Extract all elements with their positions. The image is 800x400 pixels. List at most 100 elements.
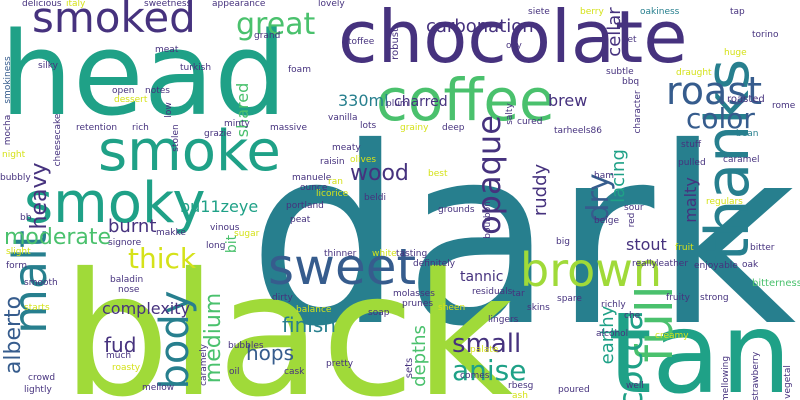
word-baladin: baladin [110, 275, 143, 285]
word-ounce: ounce [300, 183, 328, 193]
word-thick: thick [128, 242, 197, 275]
word-oak: oak [742, 260, 759, 270]
word-robust: robust [390, 28, 401, 60]
word-best: best [428, 169, 448, 179]
word-charred: charred [394, 94, 448, 110]
word-skins: skins [527, 303, 550, 313]
word-brown: brown [520, 243, 662, 297]
word-chocolate: chocolate [338, 0, 688, 79]
word-black: black [62, 237, 513, 400]
word-peat: peat [290, 215, 311, 225]
word-palate: palate [470, 345, 499, 355]
word-smoky: smoky [24, 171, 206, 236]
word-plum: plum [386, 99, 409, 109]
word-much: much [106, 351, 131, 361]
word-smooth: smooth [24, 278, 58, 288]
word-alcohol: alcohol [596, 329, 628, 339]
word-full: full [626, 285, 684, 362]
word-salty: salty [505, 103, 515, 125]
word-che: che [624, 311, 641, 321]
word-appearance: appearance [212, 0, 266, 9]
word-sheen: sheen [438, 303, 465, 313]
word-earthy: earthy [597, 305, 618, 364]
word-balance: balance [296, 305, 332, 315]
word-moderate: moderate [4, 225, 111, 250]
word-big: big [556, 237, 570, 247]
word-great: great [236, 7, 316, 42]
word-anise: anise [452, 354, 527, 387]
word-comes: comes [460, 371, 490, 381]
word-cured: cured [517, 117, 542, 127]
word-creamy: creamy [655, 331, 689, 341]
word-cellar: cellar [604, 7, 625, 57]
word-grounds: grounds [438, 205, 475, 215]
word-oil: oil [229, 367, 240, 377]
word-roasted: roasted [727, 94, 765, 105]
word-richly: richly [601, 300, 626, 310]
word-molasses: molasses [393, 289, 435, 299]
word-caramely: caramely [199, 343, 209, 385]
word-rome: rome [772, 101, 796, 111]
word-sugar: sugar [234, 229, 260, 239]
word-tap: tap [730, 7, 745, 17]
word-smoke: smoke [98, 119, 281, 184]
word-huge: huge [724, 48, 747, 58]
word-bbq: bbq [622, 77, 639, 87]
word-definitely: definitely [413, 259, 456, 269]
word-brew: brew [548, 91, 587, 110]
word-malt: malt [3, 230, 57, 334]
word-color: color [686, 102, 755, 135]
word-white: white [372, 249, 397, 259]
word-cheesecake: cheesecake [53, 113, 63, 166]
word-caramel: caramel [723, 155, 759, 165]
word-rbesg: rbesg [508, 381, 533, 391]
word-silky: silky [38, 61, 59, 71]
word-ruddy: ruddy [530, 163, 551, 216]
word-smoked: smoked [32, 0, 196, 42]
word-delicious: delicious [22, 0, 62, 9]
word-bean: bean [736, 129, 758, 139]
word-smokiness: smokiness [3, 56, 13, 104]
word-stolen: stolen [171, 124, 181, 151]
word-massive: massive [270, 123, 307, 133]
word-bubbles: bubbles [228, 341, 264, 351]
word-body: body [152, 291, 198, 390]
word-beige: beige [594, 216, 619, 226]
word-malty: malty [681, 177, 700, 223]
word-portland: portland [286, 201, 324, 211]
word-beldi: beldi [364, 193, 386, 203]
word-grainy: grainy [400, 123, 429, 133]
word-open: open [112, 86, 134, 96]
word-dry: dry [581, 173, 616, 222]
word-italy: italy [66, 0, 86, 9]
word-torino: torino [752, 30, 779, 40]
word-well: well [626, 381, 644, 391]
word-soap: soap [368, 308, 390, 318]
word-stout: stout [626, 235, 667, 254]
word-low: low [164, 102, 174, 117]
word-nose: nose [118, 285, 140, 295]
word-sweet: sweet [268, 238, 416, 296]
word-wood: wood [350, 161, 409, 186]
word-tarheels86: tarheels86 [554, 126, 602, 136]
word-strawberry: strawberry [751, 351, 761, 400]
word-oily: oily [506, 41, 523, 51]
word-enjoyable: enjoyable [694, 261, 738, 271]
word-thinner: thinner [324, 249, 357, 259]
word-bitter: bitter [750, 243, 775, 253]
word-medium: medium [201, 293, 226, 383]
word-bourbon: bourbon [483, 201, 493, 239]
word-manuele: manuele [292, 173, 332, 183]
word-regulars: regulars [706, 197, 743, 207]
word-dark: dark [248, 95, 796, 380]
word-lightly: lightly [24, 385, 52, 395]
word-mellow: mellow [142, 383, 174, 393]
word-fruity: fruity [666, 293, 691, 303]
word-ran: ran [328, 177, 343, 187]
word-hops: hops [246, 341, 294, 365]
word-toffee: toffee [348, 37, 375, 47]
word-shared: shared [233, 83, 252, 138]
word-sets: sets [404, 358, 415, 379]
word-tan: tan [608, 289, 792, 400]
word-depths: depths [409, 325, 430, 387]
